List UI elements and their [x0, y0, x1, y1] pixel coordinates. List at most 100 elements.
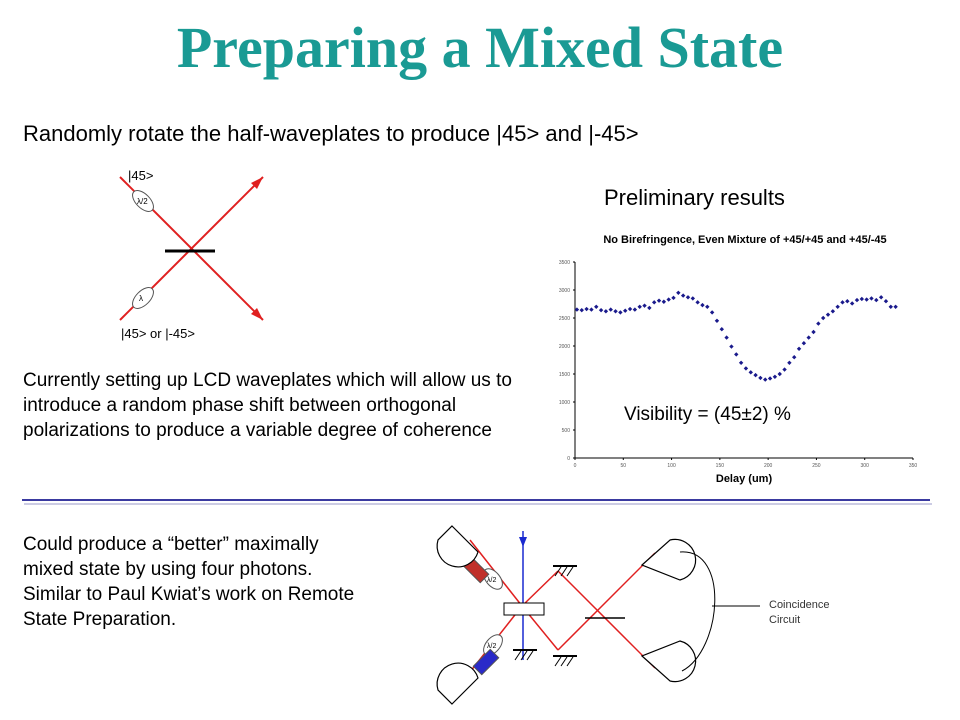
chart-data-point: [671, 295, 676, 301]
chart-data-point: [845, 299, 850, 304]
chart-data-point: [680, 293, 686, 298]
chart-data-point: [738, 360, 744, 365]
chart-data-point: [792, 355, 797, 360]
chart-y-tick-label: 0: [567, 456, 570, 462]
chart-data-point: [806, 335, 811, 340]
chart-y-tick-label: 1500: [559, 372, 570, 378]
detector-upper-right: [640, 538, 697, 581]
chart-data-point: [651, 300, 657, 305]
beam-arrowhead-upper-right: [251, 177, 263, 189]
chart-data-point: [825, 312, 831, 317]
chart-data-point: [777, 371, 782, 377]
chart-data-point: [878, 295, 884, 300]
chart-data-point: [676, 290, 681, 295]
chart-data-point: [724, 335, 729, 340]
chart-data-point: [627, 306, 633, 312]
chart-data-point: [874, 297, 879, 303]
mirror-bottom: [553, 655, 577, 667]
chart-data-point: [613, 309, 618, 314]
mirror-left: [513, 649, 537, 661]
detector-lower-left: [436, 662, 479, 705]
chart-data-point: [700, 302, 705, 308]
polarizer-blue: [472, 648, 500, 676]
chart-data-point: [767, 376, 773, 381]
chart-data-point: [869, 296, 874, 301]
chart-data-point: [719, 327, 724, 332]
coincidence-label-line2: Circuit: [769, 614, 801, 626]
chart-data-point: [748, 370, 753, 375]
waveplate-top: [132, 190, 154, 212]
coincidence-label-line1: Coincidence: [769, 599, 830, 611]
chart-y-tick-label: 2000: [559, 344, 570, 350]
chart-x-label: Delay (um): [716, 473, 773, 485]
chart-x-tick-label: 250: [812, 463, 821, 469]
chart-data-point: [734, 352, 739, 357]
lcd-waveplate-paragraph: Currently setting up LCD waveplates whic…: [23, 370, 512, 441]
chart-data-point: [594, 304, 599, 309]
chart-data-point: [690, 296, 696, 301]
chart-data-point: [685, 295, 691, 300]
visibility-value: Visibility = (45±2) %: [624, 404, 791, 425]
coincidence-wire: [679, 551, 716, 672]
detector-lower-right: [640, 640, 697, 683]
chart-x-tick-label: 200: [764, 463, 773, 469]
chart-data-point: [695, 300, 700, 305]
setup-beams: [469, 539, 656, 673]
chart-data-point: [787, 360, 792, 365]
chart-x-tick-label: 150: [716, 463, 725, 469]
chart-data-point: [705, 304, 710, 309]
chart-data-point: [854, 297, 860, 303]
chart-data-point: [811, 329, 816, 335]
chart-y-tick-label: 500: [562, 428, 571, 434]
chart-title: No Birefringence, Even Mixture of +45/+4…: [603, 234, 886, 246]
slide-subtitle: Randomly rotate the half-waveplates to p…: [23, 121, 639, 146]
chart-data-point: [661, 299, 667, 304]
chart-data-point: [656, 298, 662, 303]
chart-y-tick-label: 3500: [559, 260, 570, 266]
chart-data-point: [743, 366, 749, 371]
chart-data-point: [709, 310, 715, 315]
chart-data-point: [849, 301, 855, 306]
chart-data-point: [666, 297, 671, 302]
waveplate-bottom-label: λ: [139, 294, 143, 303]
chart-data-point: [714, 318, 720, 323]
chart-data-point: [772, 374, 778, 379]
mirror-top: [553, 565, 577, 577]
pump-arrowhead: [519, 537, 527, 547]
chart-y-tick-label: 1000: [559, 400, 570, 406]
chart-y-tick-label: 2500: [559, 316, 570, 322]
waveplate-bottom: [132, 287, 154, 309]
state-bottom-label: |45> or |-45>: [121, 326, 195, 341]
chart-data-point: [816, 321, 821, 326]
detector-upper-left: [436, 525, 479, 568]
preliminary-results-heading: Preliminary results: [604, 185, 785, 210]
chart-data-point: [647, 305, 652, 311]
chart-data-point: [835, 304, 840, 309]
chart-data-point: [893, 304, 898, 309]
chart-data-point: [763, 377, 768, 382]
beam-arrowhead-lower-right: [251, 308, 263, 320]
chart-data-point: [840, 300, 845, 305]
chart-data-point: [598, 307, 604, 313]
slide-title: Preparing a Mixed State: [176, 15, 784, 80]
chart-data-point: [574, 307, 580, 312]
chart-data-point: [579, 307, 584, 313]
chart-x-tick-label: 300: [861, 463, 870, 469]
chart-data-point: [642, 303, 647, 308]
chart-data-point: [801, 341, 807, 346]
nonlinear-crystal: [503, 602, 545, 616]
chart-data-point: [623, 308, 628, 313]
state-top-label: |45>: [128, 168, 153, 183]
coincidence-circuit-label: Coincidence Circuit: [769, 598, 830, 628]
chart-data-point: [758, 375, 763, 381]
chart-data-point: [883, 299, 889, 304]
setup-waveplate-top-label: λ/2: [487, 577, 496, 584]
chart-data-point: [589, 307, 594, 312]
chart-data-point: [888, 304, 893, 309]
chart-x-tick-label: 350: [909, 463, 918, 469]
chart-data-point: [796, 346, 802, 351]
chart-data-point: [632, 307, 638, 312]
